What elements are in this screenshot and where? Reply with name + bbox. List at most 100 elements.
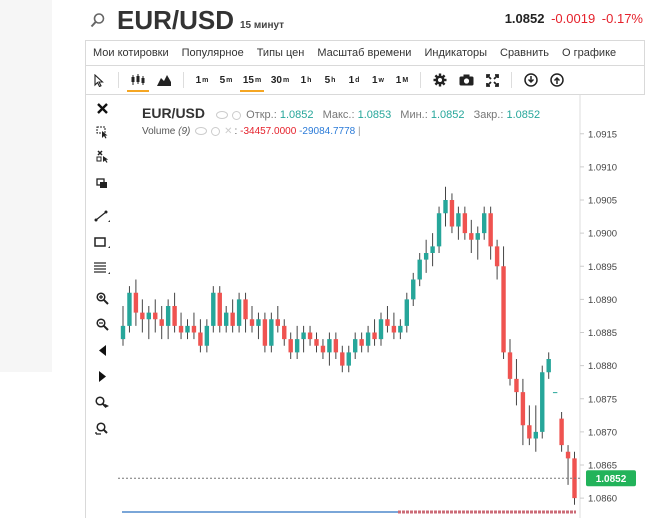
zoom-out-icon[interactable]	[90, 314, 114, 334]
zoom-in-icon[interactable]	[90, 288, 114, 308]
menu-indicators[interactable]: Индикаторы	[424, 47, 487, 59]
candle	[359, 332, 364, 353]
fullscreen-icon[interactable]	[479, 66, 505, 94]
low-label: Мин.:	[400, 109, 428, 121]
menu-time-scale[interactable]: Масштаб времени	[317, 47, 412, 59]
candle	[178, 312, 184, 340]
search-icon[interactable]	[90, 12, 106, 28]
cursor-icon[interactable]	[86, 66, 112, 94]
settings-icon[interactable]	[211, 126, 221, 136]
open-value: 1.0852	[279, 109, 314, 121]
trend-line-icon[interactable]	[90, 206, 114, 226]
candle	[552, 392, 558, 394]
candle	[546, 352, 551, 379]
candle	[507, 339, 513, 386]
candle	[475, 226, 480, 260]
legend-symbol: EUR/USD	[142, 105, 206, 121]
close-value: 1.0852	[506, 109, 541, 121]
camera-icon[interactable]	[453, 66, 479, 94]
horizontal-lines-icon[interactable]	[90, 258, 114, 278]
volume-value-1: -34457.0000	[240, 126, 297, 137]
candles-icon[interactable]	[125, 66, 151, 94]
price-chart[interactable]: 1.0915 1.0910 1.0905 1.0900 1.0895 1.0890 1.08…	[118, 94, 664, 518]
candle	[411, 272, 416, 306]
scroll-right-icon[interactable]	[90, 366, 114, 386]
candle	[230, 299, 235, 333]
settings-icon[interactable]	[232, 110, 242, 120]
candle	[423, 239, 429, 273]
candle	[120, 306, 126, 346]
y-tick-label: 1.0865	[588, 461, 617, 472]
menu-compare[interactable]: Сравнить	[500, 47, 550, 59]
candle	[353, 332, 358, 359]
candle	[533, 405, 538, 452]
candle	[146, 306, 151, 340]
select-tool-icon[interactable]	[90, 122, 114, 142]
last-price-badge: 1.0852	[586, 470, 636, 487]
quote: 1.0852 -0.0019 -0.17%	[505, 11, 643, 26]
y-tick-label: 1.0915	[588, 129, 617, 140]
zoom-fit-icon[interactable]	[90, 392, 114, 412]
low-value: 1.0852	[430, 109, 465, 121]
volume-value-2: -29084.7778	[299, 126, 356, 137]
menu-about-chart[interactable]: О графике	[562, 47, 617, 59]
candle	[243, 292, 248, 333]
toolbar-divider	[420, 72, 421, 88]
scroll-left-icon[interactable]	[90, 340, 114, 360]
price-change: -0.0019	[551, 11, 596, 26]
candle	[462, 206, 468, 240]
candle	[256, 312, 261, 340]
candle	[565, 445, 571, 485]
y-tick-label: 1.0870	[588, 427, 617, 438]
candle	[165, 299, 171, 340]
menu-price-types[interactable]: Типы цен	[256, 47, 305, 59]
candle	[449, 193, 455, 234]
y-tick-label: 1.0900	[588, 229, 617, 240]
timeframe-30m[interactable]: 30 m	[270, 74, 290, 86]
rectangle-icon[interactable]	[90, 232, 114, 252]
copy-icon[interactable]	[90, 174, 114, 194]
candle	[327, 332, 332, 366]
y-tick-label: 1.0910	[588, 162, 617, 173]
last-price: 1.0852	[504, 11, 545, 26]
volume-legend: Volume (9) ✕: -34457.0000 -29084.7778 |	[142, 126, 361, 137]
remove-indicator-icon[interactable]: ✕	[224, 126, 233, 137]
candle	[527, 405, 532, 446]
upload-icon[interactable]	[544, 66, 570, 94]
download-icon[interactable]	[518, 66, 544, 94]
gear-icon[interactable]	[427, 66, 453, 94]
price-change-pct: -0.17%	[601, 11, 643, 26]
candle	[501, 246, 506, 359]
candle	[140, 299, 145, 333]
candle	[482, 206, 487, 240]
candle	[127, 286, 132, 333]
zoom-reset-icon[interactable]	[90, 418, 114, 438]
candle	[288, 332, 293, 359]
eye-icon[interactable]	[195, 127, 208, 136]
delete-drawings-icon[interactable]	[90, 146, 114, 166]
candle	[378, 312, 384, 346]
eye-icon[interactable]	[216, 111, 229, 120]
candle	[430, 233, 435, 267]
menu-popular[interactable]: Популярное	[181, 47, 244, 59]
menu-my-quotes[interactable]: Мои котировки	[93, 47, 169, 59]
ohlc-legend: EUR/USD Откр.: 1.0852 Макс.: 1.0853 Мин.…	[142, 105, 546, 121]
timeframe-15m[interactable]: 15 m	[238, 66, 266, 94]
toolbar-divider	[511, 72, 512, 88]
y-tick-label: 1.0880	[588, 361, 617, 372]
candle	[372, 319, 377, 346]
candle	[172, 292, 177, 333]
close-icon[interactable]	[90, 98, 114, 118]
candle	[443, 186, 448, 227]
candle	[385, 306, 390, 333]
candle	[417, 253, 422, 287]
area-chart-icon[interactable]	[151, 66, 177, 94]
symbol-title: EUR/USD	[117, 5, 235, 35]
